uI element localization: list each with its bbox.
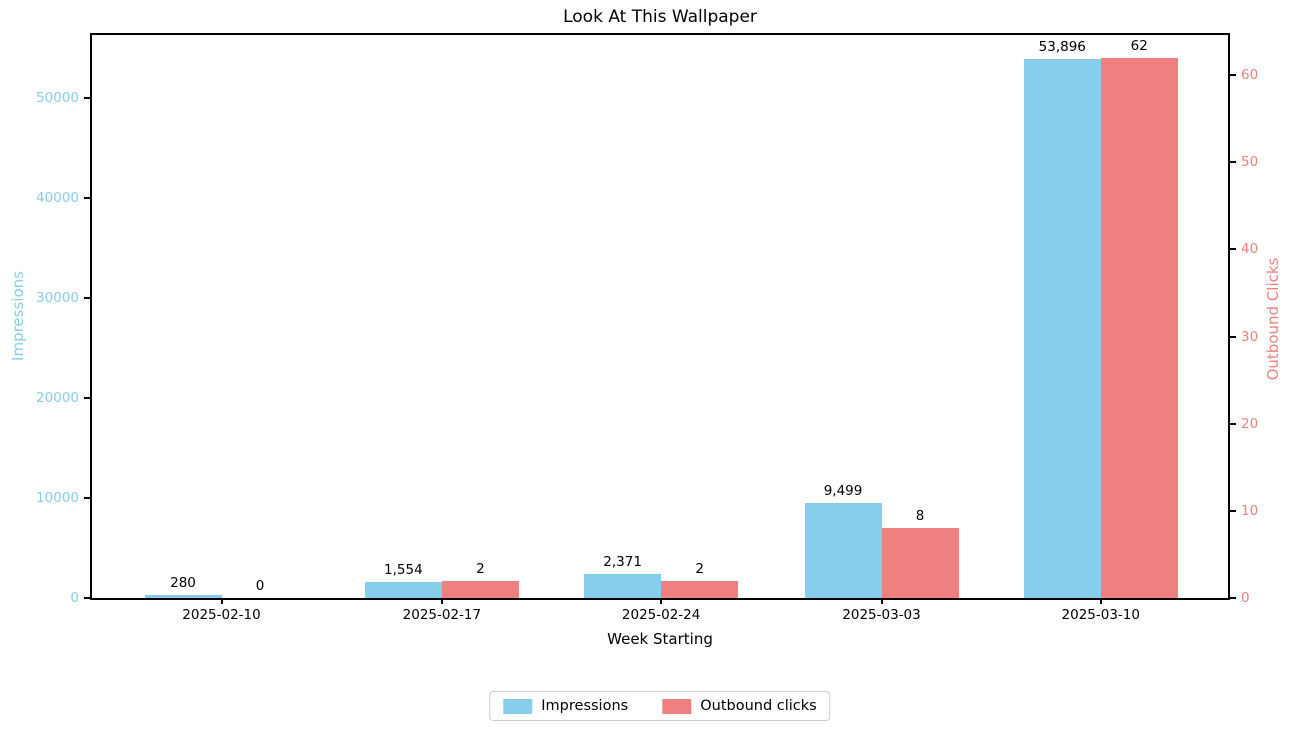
legend-label: Impressions bbox=[541, 698, 629, 714]
left-y-tick-label: 50000 bbox=[36, 90, 79, 106]
legend: Impressions Outbound clicks bbox=[489, 691, 831, 721]
left-y-tick-label: 10000 bbox=[36, 490, 79, 506]
plot-area: 0 10000 20000 30000 40000 50000 0 10 20 30 40 50 60 2… bbox=[36, 33, 1258, 623]
right-y-tick-mark bbox=[1228, 509, 1236, 512]
bar-value-label: 53,896 bbox=[1038, 39, 1086, 56]
bar-impressions-2025-03-03 bbox=[804, 503, 882, 598]
right-y-tick-mark bbox=[1228, 161, 1236, 164]
bar-impressions-2025-02-24 bbox=[584, 574, 662, 598]
x-tick-label: 2025-02-10 bbox=[182, 607, 261, 623]
left-y-tick-label: 30000 bbox=[36, 290, 79, 306]
legend-swatch-icon bbox=[662, 698, 692, 714]
legend-label: Outbound clicks bbox=[700, 698, 817, 714]
right-y-tick-label: 20 bbox=[1241, 415, 1259, 432]
left-y-tick-mark bbox=[84, 497, 92, 499]
x-tick-label: 2025-03-10 bbox=[1061, 607, 1140, 623]
x-tick-label: 2025-02-17 bbox=[402, 607, 482, 623]
x-tick-mark bbox=[880, 598, 883, 604]
right-y-tick-mark bbox=[1228, 422, 1236, 425]
left-axis-title: Impressions bbox=[9, 271, 27, 361]
left-y-tick-label: 40000 bbox=[36, 190, 79, 206]
x-tick-mark bbox=[220, 598, 223, 604]
bar-impressions-2025-02-17 bbox=[364, 582, 442, 598]
legend-entry-impressions: Impressions bbox=[503, 698, 628, 714]
right-y-tick-label: 0 bbox=[1241, 590, 1250, 606]
right-y-tick-label: 40 bbox=[1241, 241, 1259, 258]
bar-value-label: 0 bbox=[255, 578, 265, 594]
right-y-tick-label: 10 bbox=[1241, 502, 1259, 519]
bar-value-label: 280 bbox=[170, 575, 196, 592]
bar-impressions-2025-03-10 bbox=[1023, 59, 1101, 598]
bar-impressions-2025-02-10 bbox=[144, 595, 222, 598]
left-y-tick-mark bbox=[84, 397, 92, 399]
right-y-tick-mark bbox=[1228, 597, 1236, 599]
left-y-tick-mark bbox=[84, 597, 92, 599]
bar-outbound-clicks-2025-02-17 bbox=[441, 580, 519, 598]
right-y-tick-mark bbox=[1228, 74, 1236, 77]
right-y-tick-mark bbox=[1228, 335, 1236, 338]
left-y-tick-mark bbox=[84, 97, 92, 99]
bar-value-label: 1,554 bbox=[384, 562, 423, 579]
right-y-tick-label: 30 bbox=[1241, 328, 1259, 345]
x-tick-label: 2025-03-03 bbox=[842, 607, 921, 623]
x-tick-mark bbox=[440, 598, 443, 604]
left-y-tick-mark bbox=[84, 197, 92, 199]
bar-value-label: 2,371 bbox=[603, 554, 642, 571]
x-tick-mark bbox=[1099, 598, 1102, 604]
right-axis-title: Outbound Clicks bbox=[1264, 257, 1282, 381]
bar-value-label: 2 bbox=[695, 560, 704, 577]
left-y-tick-label: 0 bbox=[70, 590, 79, 606]
bar-outbound-clicks-2025-02-24 bbox=[661, 580, 739, 598]
right-y-tick-label: 50 bbox=[1241, 154, 1259, 171]
bar-outbound-clicks-2025-03-10 bbox=[1100, 57, 1178, 598]
x-tick-label: 2025-02-24 bbox=[621, 607, 701, 623]
left-y-tick-mark bbox=[84, 297, 92, 299]
legend-swatch-icon bbox=[503, 698, 533, 714]
bar-value-label: 62 bbox=[1130, 37, 1148, 54]
bar-value-label: 9,499 bbox=[823, 483, 863, 500]
bar-value-label: 2 bbox=[476, 560, 485, 577]
left-y-tick-label: 20000 bbox=[36, 390, 79, 406]
right-y-tick-mark bbox=[1228, 248, 1236, 251]
x-axis-title: Week Starting bbox=[607, 630, 713, 648]
right-y-tick-label: 60 bbox=[1241, 67, 1259, 84]
bar-outbound-clicks-2025-03-03 bbox=[881, 528, 959, 598]
bar-value-label: 8 bbox=[915, 508, 925, 525]
x-tick-mark bbox=[660, 598, 663, 604]
chart-title: Look At This Wallpaper bbox=[563, 7, 757, 27]
legend-entry-outbound-clicks: Outbound clicks bbox=[662, 698, 817, 714]
